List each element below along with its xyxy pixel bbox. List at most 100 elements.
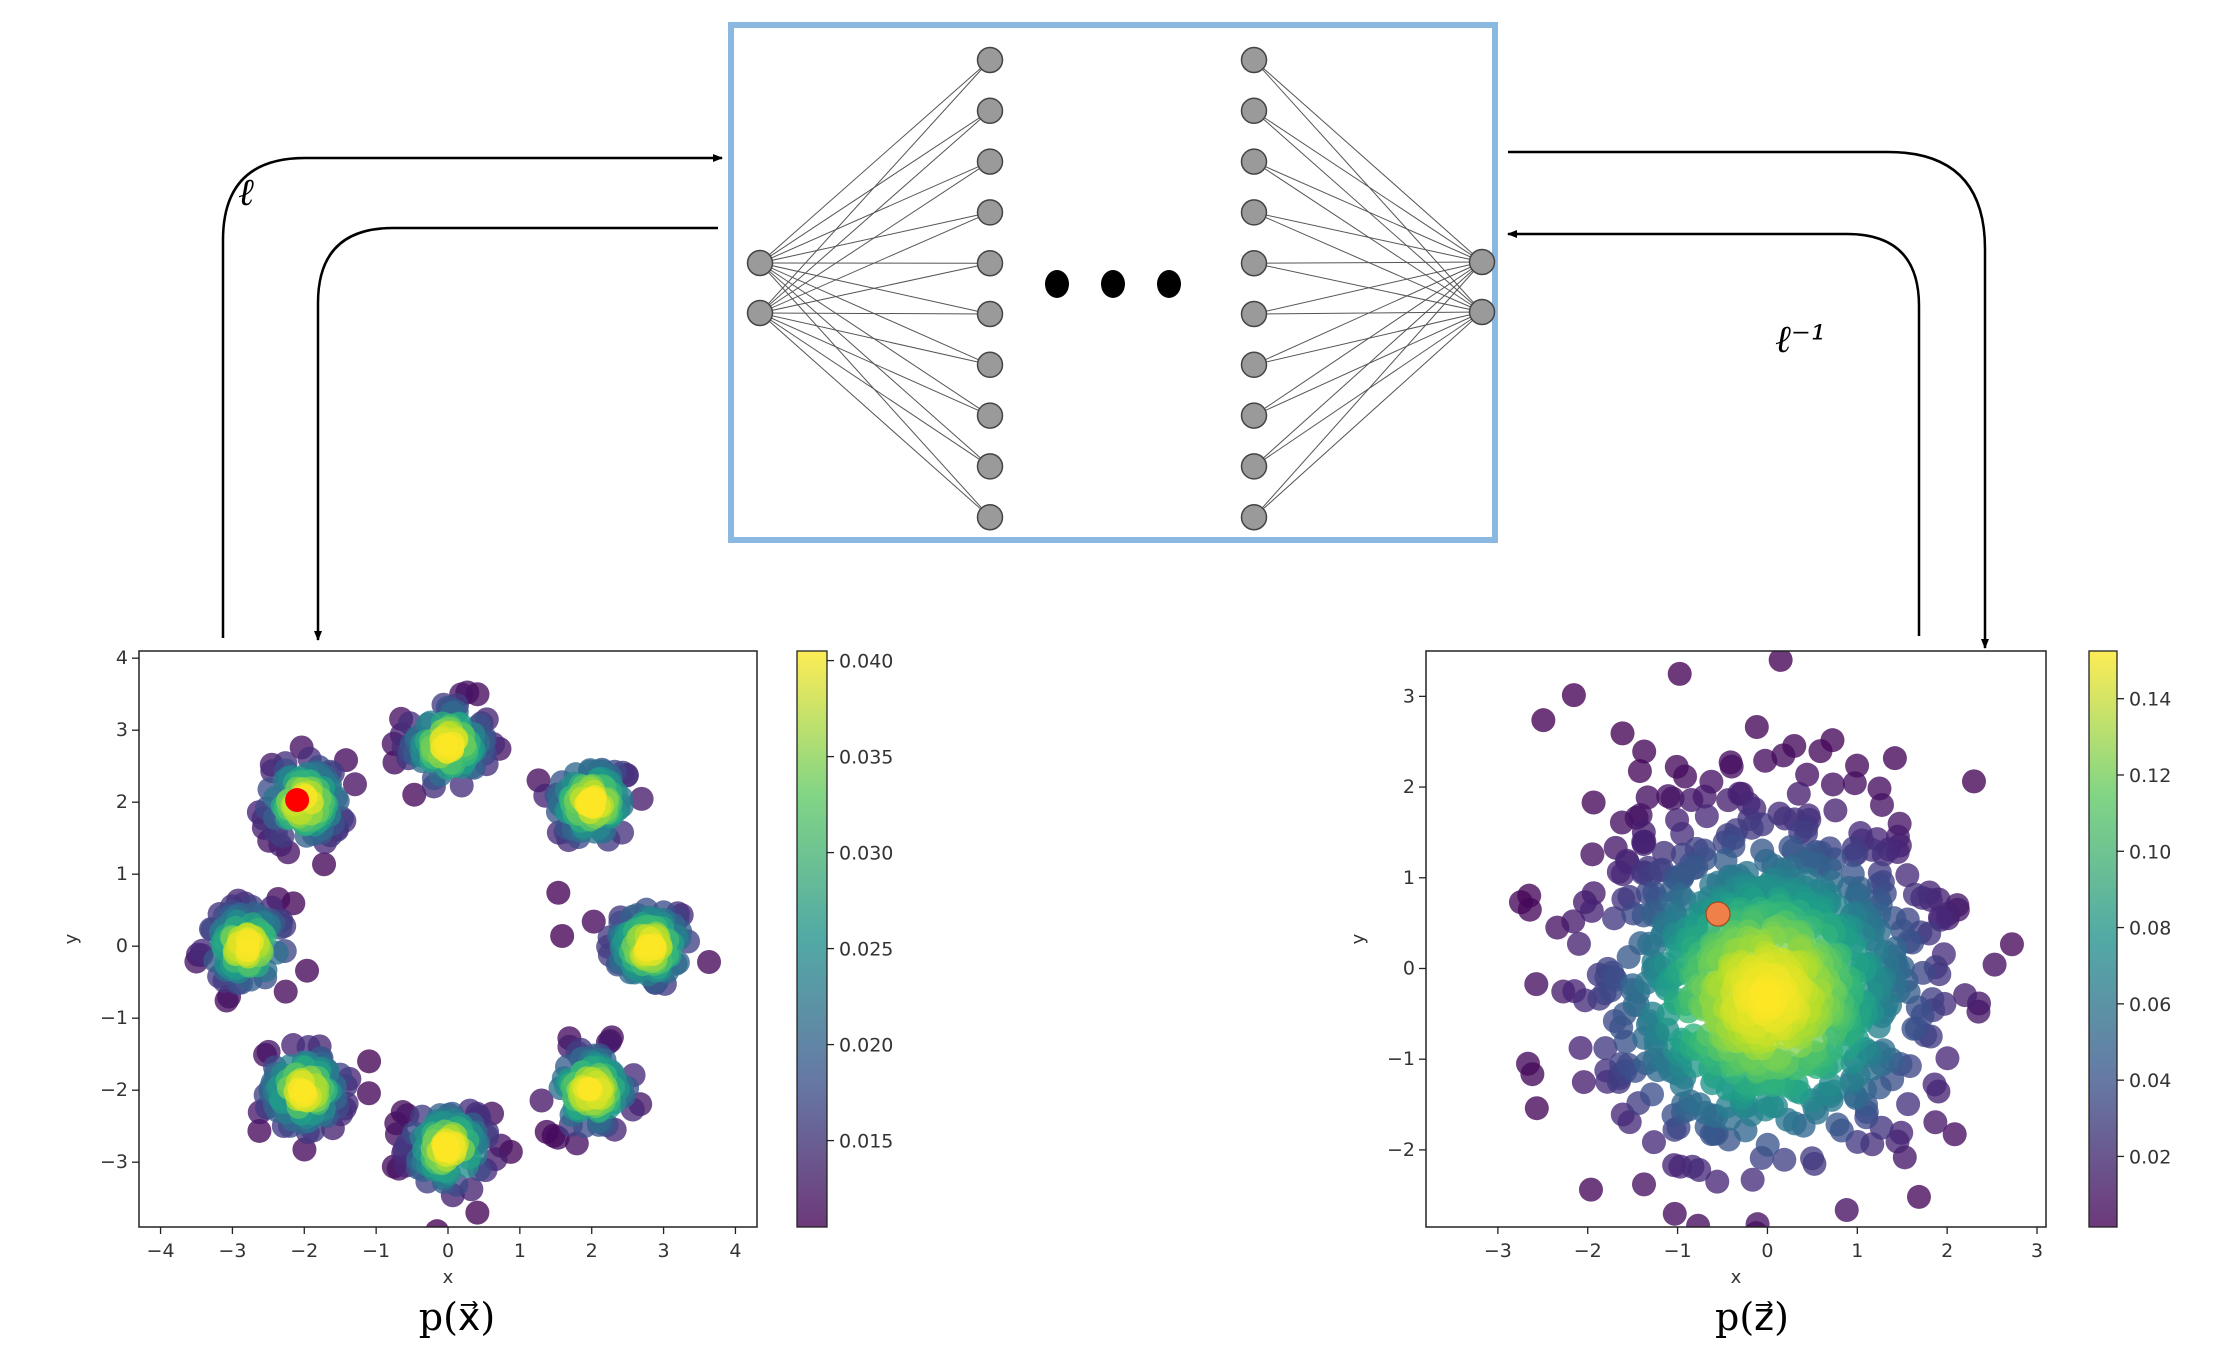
data-point: [292, 1079, 317, 1104]
network-edge: [1253, 261, 1483, 467]
colorbar-tick-label: 0.12: [2129, 765, 2171, 787]
colorbar: [2088, 650, 2118, 1228]
colorbar-tick-label: 0.025: [839, 939, 893, 961]
colorbar: [796, 650, 828, 1228]
data-point: [1795, 762, 1820, 787]
forward-arrows-left: ℓ: [221, 154, 723, 641]
network-edge: [759, 312, 991, 518]
data-point: [1581, 790, 1606, 815]
colorbar-tick-label: 0.015: [839, 1131, 893, 1153]
x-tick-label: −4: [147, 1240, 175, 1262]
data-point: [1692, 784, 1717, 809]
y-axis-label: y: [61, 933, 82, 944]
data-point: [1800, 1146, 1825, 1171]
x-tick-label: −3: [218, 1240, 246, 1262]
data-distribution-caption: p(x⃗): [419, 1295, 495, 1339]
data-point: [1517, 897, 1542, 922]
data-point: [1842, 771, 1867, 796]
highlight-point: [285, 788, 310, 813]
data-point: [1999, 932, 2024, 957]
arrow-x-to-network: [221, 154, 723, 638]
data-point: [1561, 909, 1586, 934]
data-point: [1578, 1177, 1603, 1202]
data-point: [1580, 842, 1605, 867]
data-point: [1520, 1062, 1545, 1087]
data-point: [1771, 743, 1796, 768]
data-point: [1610, 862, 1635, 887]
data-point: [357, 1049, 382, 1074]
network-edge: [759, 312, 991, 366]
x-tick-label: 1: [1851, 1240, 1863, 1262]
network-edge: [1253, 261, 1483, 315]
network-edge: [759, 110, 991, 314]
data-point: [295, 958, 320, 983]
hidden-node: [976, 249, 1004, 277]
data-point: [1613, 1029, 1638, 1054]
data-point: [1631, 832, 1656, 857]
data-point: [1680, 1154, 1705, 1179]
output-node: [1468, 298, 1496, 326]
input-node: [746, 249, 774, 277]
data-point: [1923, 1110, 1948, 1135]
arrow-network-to-x: [314, 226, 718, 641]
data-point: [1531, 708, 1556, 733]
plot-frame: [1425, 650, 2047, 1228]
data-point: [1755, 1132, 1780, 1157]
x-axis-label: x: [1731, 1267, 1742, 1288]
data-point: [1602, 906, 1627, 931]
data-point: [235, 938, 260, 963]
data-point: [273, 979, 298, 1004]
y-tick-label: 1: [1403, 867, 1415, 889]
data-point: [1561, 683, 1586, 708]
hidden-node: [976, 453, 1004, 480]
y-tick-label: 1: [116, 863, 128, 885]
data-point: [635, 933, 660, 958]
network-edge: [759, 312, 991, 315]
data-point: [1740, 1167, 1765, 1192]
data-point: [1845, 753, 1870, 778]
colorbar-tick-label: 0.10: [2129, 841, 2171, 863]
data-point: [425, 1219, 449, 1227]
ellipsis-dot: [1101, 270, 1125, 298]
hidden-node: [1240, 249, 1268, 277]
scatter-points: [184, 680, 722, 1227]
data-point: [436, 1139, 461, 1164]
data-point: [1961, 769, 1986, 794]
y-tick-label: −2: [1387, 1139, 1415, 1161]
data-point: [576, 792, 601, 817]
data-point: [1906, 1184, 1931, 1209]
hidden-node: [976, 351, 1004, 379]
hidden-node: [1240, 46, 1268, 74]
data-point: [356, 1081, 381, 1106]
data-point: [1942, 1122, 1967, 1147]
data-point: [465, 1200, 490, 1225]
data-point: [342, 772, 367, 797]
data-point: [1808, 739, 1833, 764]
data-point: [578, 1077, 603, 1102]
colorbar-tick-label: 0.040: [839, 651, 893, 673]
network-edge: [759, 161, 991, 314]
network-edge: [1253, 59, 1483, 263]
x-tick-label: 3: [2031, 1240, 2043, 1262]
y-tick-label: −2: [100, 1079, 128, 1101]
network-edge: [1253, 261, 1483, 417]
data-point: [1632, 1172, 1657, 1197]
arrow-network-to-z: [1508, 150, 1989, 649]
x-tick-label: 2: [1941, 1240, 1953, 1262]
y-axis-label: y: [1348, 933, 1369, 944]
data-point: [1841, 843, 1866, 868]
data-point: [1686, 1213, 1711, 1227]
hidden-node: [1240, 453, 1268, 480]
data-point: [1745, 1212, 1770, 1227]
hidden-node: [1240, 351, 1268, 379]
data-point: [1660, 786, 1685, 811]
data-point: [1627, 759, 1652, 784]
data-point: [402, 782, 427, 807]
inverse-arrows-right: ℓ⁻¹: [1507, 150, 1989, 649]
data-point: [629, 786, 654, 811]
x-tick-label: 0: [1761, 1240, 1773, 1262]
data-point: [1610, 721, 1635, 746]
data-point: [1896, 1092, 1921, 1117]
hidden-node: [976, 402, 1004, 429]
data-point: [1889, 1120, 1914, 1145]
